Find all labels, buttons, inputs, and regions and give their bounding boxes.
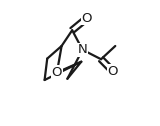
- Text: O: O: [108, 65, 118, 78]
- Text: N: N: [78, 43, 87, 56]
- Text: O: O: [52, 66, 62, 79]
- Text: O: O: [81, 12, 92, 25]
